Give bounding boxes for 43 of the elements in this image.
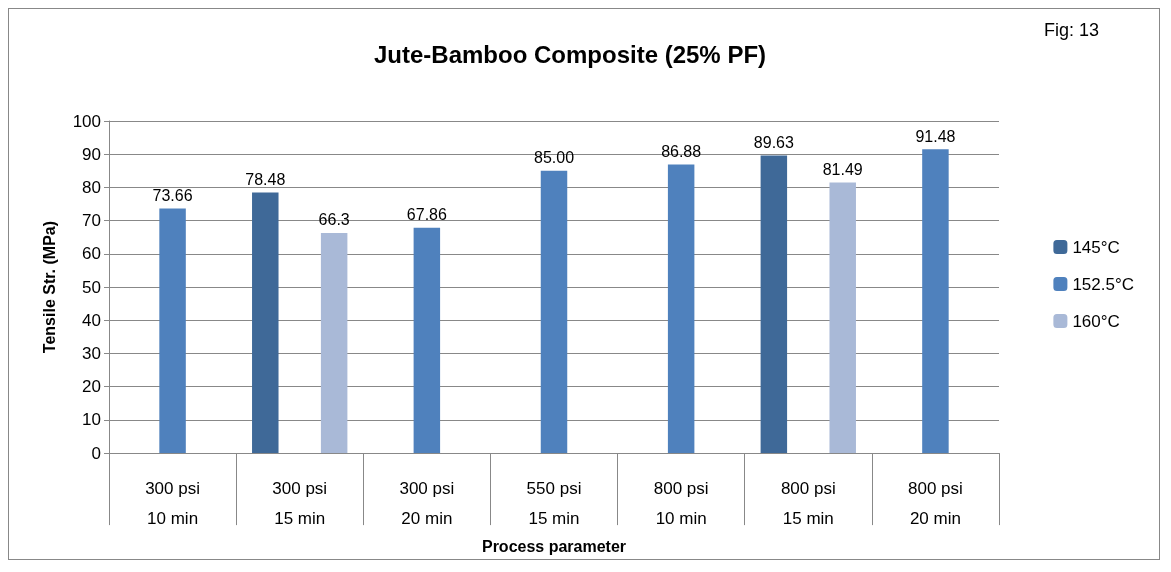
legend-label: 160°C xyxy=(1072,311,1120,331)
bar xyxy=(320,232,348,454)
y-tick-label: 90 xyxy=(82,144,101,164)
legend-label: 152.5°C xyxy=(1072,274,1135,294)
chart-title: Jute-Bamboo Composite (25% PF) xyxy=(374,40,767,68)
data-label: 67.86 xyxy=(406,206,447,224)
data-label: 91.48 xyxy=(915,127,956,145)
y-tick-label: 70 xyxy=(82,211,101,231)
y-tick-label: 20 xyxy=(82,377,101,397)
data-label: 86.88 xyxy=(661,143,702,161)
x-tick-label: 300 psi 10 min xyxy=(145,478,200,528)
x-tick-label: 800 psi 15 min xyxy=(780,478,836,528)
y-tick-label: 60 xyxy=(82,244,101,264)
y-tick-label: 0 xyxy=(91,443,101,463)
bar xyxy=(922,149,949,454)
y-tick-label: 10 xyxy=(82,410,101,430)
bar xyxy=(252,192,279,454)
y-axis-title: Tensile Str. (MPa) xyxy=(40,220,58,354)
data-label: 81.49 xyxy=(822,160,863,178)
x-tick-label: 300 psi 20 min xyxy=(399,478,455,528)
data-label: 85.00 xyxy=(533,149,575,167)
text: Fig: 13 xyxy=(1043,20,1099,40)
data-label: 73.66 xyxy=(152,186,193,204)
x-tick-label: 800 psi 10 min xyxy=(653,478,709,528)
y-tick-label: 40 xyxy=(82,310,101,330)
bar xyxy=(540,170,568,454)
legend-label: 145°C xyxy=(1072,237,1120,257)
x-tick-label: 800 psi 20 min xyxy=(908,478,963,528)
data-label: 89.63 xyxy=(753,133,794,151)
y-tick-label: 100 xyxy=(72,111,101,131)
bar xyxy=(760,155,788,454)
data-label: 78.48 xyxy=(245,170,286,188)
y-tick-label: 30 xyxy=(82,343,101,363)
x-tick-label: 550 psi 15 min xyxy=(526,478,582,528)
bar xyxy=(159,208,186,454)
x-tick-label: 300 psi 15 min xyxy=(272,478,328,528)
y-tick-label: 50 xyxy=(82,277,101,297)
y-tick-label: 80 xyxy=(82,177,101,197)
x-axis-title: Process parameter xyxy=(481,537,627,555)
bar xyxy=(829,182,856,454)
bar xyxy=(413,227,441,454)
bar xyxy=(667,164,695,454)
data-label: 66.3 xyxy=(318,211,350,229)
